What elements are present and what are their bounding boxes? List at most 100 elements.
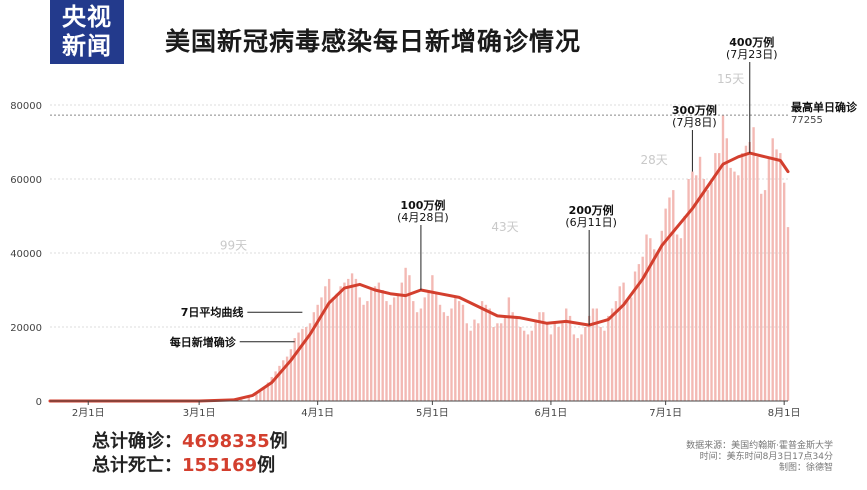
- daily-bar: [335, 293, 338, 401]
- daily-bar: [316, 304, 319, 401]
- daily-bar: [438, 304, 442, 401]
- daily-bar: [419, 308, 423, 401]
- total-deaths-unit: 例: [257, 455, 276, 476]
- daily-bar: [538, 312, 541, 401]
- total-deaths-label: 总计死亡：: [92, 455, 182, 476]
- daily-bar: [331, 297, 335, 401]
- daily-bar: [465, 323, 468, 401]
- daily-bar: [652, 249, 656, 401]
- daily-bar: [672, 190, 675, 401]
- daily-bar: [526, 334, 530, 401]
- interval-label: 15天: [717, 72, 744, 86]
- daily-bar: [389, 304, 392, 401]
- daily-bar: [775, 149, 778, 401]
- daily-bar: [568, 315, 572, 401]
- daily-bar: [488, 308, 491, 401]
- daily-bar: [752, 127, 755, 401]
- daily-bar: [427, 290, 430, 401]
- daily-bar: [710, 182, 713, 401]
- daily-bar: [565, 308, 568, 401]
- daily-bar: [683, 216, 686, 401]
- total-confirmed-value: 4698335: [182, 431, 270, 452]
- interval-label: 99天: [220, 238, 247, 252]
- daily-bar: [641, 256, 644, 401]
- daily-bar: [366, 301, 369, 401]
- daily-bar: [320, 297, 323, 401]
- daily-bar: [446, 315, 449, 401]
- daily-bar: [706, 190, 709, 401]
- milestone-date: (4月28日): [397, 211, 449, 224]
- daily-bar: [392, 297, 396, 401]
- daily-bar: [599, 327, 602, 401]
- y-tick-label: 20000: [10, 323, 42, 334]
- max-value: 77255: [791, 115, 823, 126]
- daily-bar: [415, 312, 419, 401]
- daily-bar: [484, 304, 488, 401]
- daily-bar: [435, 293, 438, 401]
- daily-bar: [610, 308, 614, 401]
- daily-bar: [354, 278, 358, 401]
- daily-bar: [305, 327, 308, 401]
- chart-title: 美国新冠病毒感染每日新增确诊情况: [165, 27, 582, 56]
- daily-bar: [740, 153, 744, 401]
- daily-bar: [377, 282, 381, 401]
- daily-bar: [347, 278, 350, 401]
- daily-bar: [702, 179, 706, 401]
- milestone-label: 200万例: [569, 203, 614, 217]
- daily-bar: [622, 282, 625, 401]
- daily-bar: [679, 238, 683, 401]
- logo-line-2: 新闻: [62, 32, 112, 60]
- daily-bar: [542, 312, 545, 401]
- daily-bar: [633, 271, 637, 401]
- average-curve: [48, 151, 790, 403]
- daily-bar: [362, 304, 365, 401]
- milestone-label: 400万例: [729, 35, 774, 49]
- total-confirmed: 总计确诊：4698335例: [92, 430, 288, 454]
- daily-bar: [385, 301, 388, 401]
- daily-bar: [557, 327, 560, 401]
- x-tick-label: 4月1日: [301, 407, 334, 419]
- cctv-news-logo: 央视 新闻: [50, 0, 124, 64]
- daily-bar: [259, 391, 262, 401]
- daily-bar: [587, 315, 591, 401]
- daily-bar: [782, 182, 786, 401]
- total-confirmed-unit: 例: [269, 431, 288, 452]
- daily-bar: [580, 334, 583, 401]
- daily-bar: [721, 115, 725, 402]
- daily-bar: [522, 330, 526, 401]
- grid-lines: [50, 104, 788, 328]
- daily-bar: [687, 179, 690, 401]
- source-credits: 数据来源：美国约翰斯·霍普金斯大学 时间：美东时间8月3日17点34分 制图：徐…: [686, 441, 833, 474]
- daily-bars: [232, 115, 790, 402]
- x-tick-label: 3月1日: [183, 407, 216, 419]
- y-tick-label: 0: [36, 397, 42, 408]
- author-line: 制图：徐德智: [778, 463, 833, 473]
- daily-bar: [584, 327, 587, 401]
- daily-bar: [534, 319, 537, 401]
- daily-bar: [477, 323, 480, 401]
- milestone-date: (7月8日): [672, 116, 717, 129]
- daily-bar: [737, 175, 740, 401]
- daily-bar: [549, 334, 553, 401]
- daily-bar: [324, 286, 327, 401]
- daily-bar: [350, 273, 354, 401]
- daily-bar: [744, 145, 748, 401]
- daily-bar: [698, 156, 702, 401]
- daily-bar: [412, 301, 415, 401]
- interval-label: 43天: [491, 220, 518, 234]
- daily-bar: [492, 327, 495, 401]
- daily-bar: [431, 275, 434, 401]
- daily-bar: [247, 397, 251, 401]
- daily-bar: [637, 264, 641, 401]
- daily-bar: [270, 376, 273, 401]
- daily-bar: [480, 301, 484, 401]
- milestone-date: (7月23日): [726, 48, 778, 61]
- total-deaths: 总计死亡：155169例: [92, 454, 288, 478]
- daily-bar: [408, 275, 411, 401]
- daily-bar: [511, 312, 514, 401]
- daily-bar: [572, 334, 576, 401]
- daily-bar: [274, 371, 277, 401]
- daily-bar: [591, 308, 595, 401]
- daily-bar: [748, 142, 751, 401]
